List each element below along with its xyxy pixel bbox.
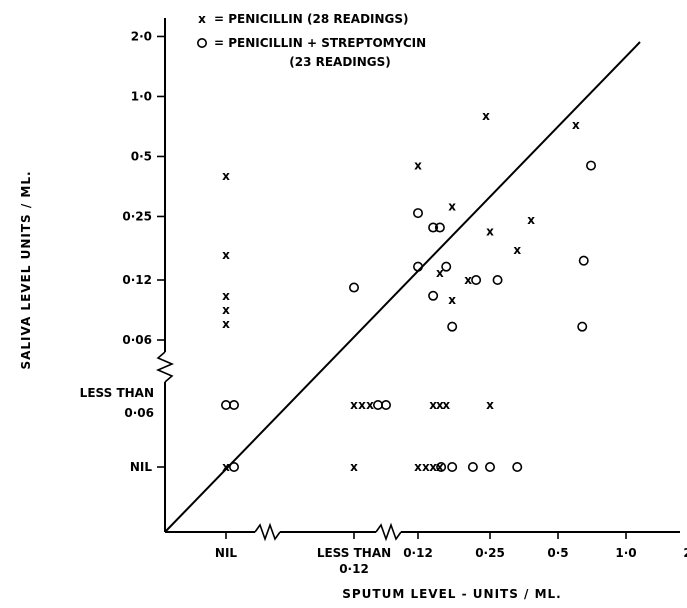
penicillin-streptomycin-point [221, 399, 232, 410]
penicillin-point: x [222, 169, 230, 183]
penicillin-point: x [429, 460, 437, 474]
x-axis-break-2 [375, 522, 402, 542]
penicillin-point: x [350, 398, 358, 412]
penicillin-point: x [436, 398, 444, 412]
penicillin-streptomycin-point [380, 399, 391, 410]
penicillin-point: x [442, 398, 450, 412]
penicillin-point: x [448, 293, 456, 307]
y-tick-label: 0·12 [122, 273, 152, 287]
penicillin-point: x [436, 460, 444, 474]
x-tick-label: 0·5 [547, 546, 568, 560]
penicillin-streptomycin-point [436, 461, 447, 472]
penicillin-streptomycin-point [441, 261, 452, 272]
equality-line [164, 41, 641, 533]
x-tick-label: NIL [215, 546, 238, 560]
penicillin-point: x [422, 460, 430, 474]
penicillin-point: x [464, 273, 472, 287]
y-axis-break [155, 351, 175, 383]
penicillin-streptomycin-point [434, 222, 445, 233]
penicillin-point: x [350, 460, 358, 474]
x-tick-label: 0·25 [475, 546, 505, 560]
legend-x-symbol: x [198, 12, 206, 26]
legend-label-readings: (23 READINGS) [289, 55, 391, 69]
penicillin-point: x [429, 398, 437, 412]
axes [155, 18, 680, 542]
penicillin-point: x [486, 225, 494, 239]
legend-label-penicillin-streptomycin: = PENICILLIN + STREPTOMYCIN [214, 36, 426, 50]
y-tick-label: 0·5 [131, 149, 152, 163]
y-tick-label: 2·0 [131, 29, 152, 43]
penicillin-streptomycin-point [372, 399, 383, 410]
x-tick-label: 2·0 [683, 546, 687, 560]
legend-o-symbol [197, 37, 208, 48]
penicillin-point: x [527, 213, 535, 227]
y-tick-label: 0·25 [122, 209, 152, 223]
y-tick-label: NIL [130, 460, 153, 474]
penicillin-streptomycin-point [471, 274, 482, 285]
penicillin-streptomycin-point [512, 461, 523, 472]
penicillin-point: x [486, 398, 494, 412]
penicillin-streptomycin-point [467, 461, 478, 472]
penicillin-point: x [482, 109, 490, 123]
penicillin-streptomycin-point [577, 321, 588, 332]
penicillin-point: x [222, 317, 230, 331]
penicillin-streptomycin-point [485, 461, 496, 472]
penicillin-point: x [436, 266, 444, 280]
penicillin-point: x [222, 289, 230, 303]
tick-labels: NIL LESS THAN 0·06 0·06 0·12 0·25 0·5 1·0 2·0 NIL… [80, 29, 687, 576]
penicillin-streptomycin-point [492, 274, 503, 285]
x-tick-label: 0·12 [403, 546, 433, 560]
y-tick-label: LESS THAN 0·06 [80, 386, 154, 420]
penicillin-point: x [572, 118, 580, 132]
penicillin-streptomycin-point [348, 282, 359, 293]
penicillin-streptomycin-point [229, 461, 240, 472]
legend-label-penicillin: = PENICILLIN (28 READINGS) [214, 12, 409, 26]
x-tick-label: 1·0 [615, 546, 636, 560]
y-tick-label: 0·06 [122, 333, 152, 347]
x-tick-label: LESS THAN 0·12 [317, 546, 391, 576]
penicillin-point: x [366, 398, 374, 412]
penicillin-streptomycin-point [412, 208, 423, 219]
penicillin-point: x [358, 398, 366, 412]
penicillin-point: x [222, 303, 230, 317]
penicillin-streptomycin-point [447, 461, 458, 472]
penicillin-streptomycin-point [229, 399, 240, 410]
penicillin-point: x [222, 460, 230, 474]
y-axis-label: SALIVA LEVEL UNITS / ML. [19, 170, 33, 369]
penicillin-streptomycin-point [428, 222, 439, 233]
penicillin-streptomycin-point [578, 255, 589, 266]
penicillin-streptomycin-point [428, 290, 439, 301]
equality-line [164, 41, 641, 533]
penicillin-streptomycin-point [586, 160, 597, 171]
x-axis-break-1 [254, 522, 281, 542]
y-tick-label: 1·0 [131, 89, 152, 103]
penicillin-streptomycin-point [447, 321, 458, 332]
penicillin-point: x [513, 243, 521, 257]
x-axis-label: SPUTUM LEVEL - UNITS / ML. [342, 587, 562, 601]
penicillin-point: x [414, 159, 422, 173]
penicillin-point: x [414, 460, 422, 474]
penicillin-point: x [222, 248, 230, 262]
legend: x = PENICILLIN (28 READINGS) = PENICILLIN … [197, 12, 426, 69]
penicillin-streptomycin-point [412, 261, 423, 272]
penicillin-point: x [448, 200, 456, 214]
